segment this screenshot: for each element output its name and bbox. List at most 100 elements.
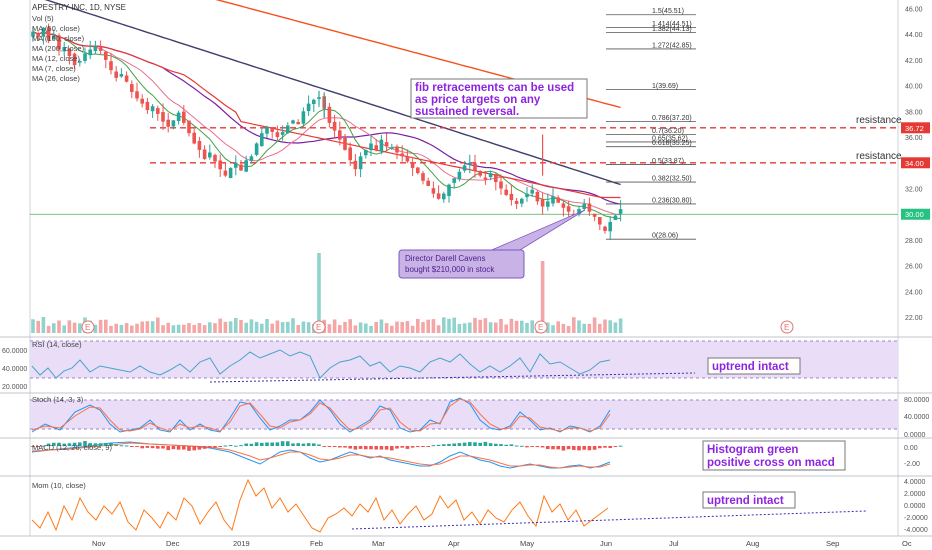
candle-body[interactable] [124,75,129,82]
candle-body[interactable] [260,133,264,147]
candle-body[interactable] [473,163,477,171]
candle-body[interactable] [213,154,217,162]
candle-body[interactable] [608,221,612,232]
candle-body[interactable] [41,27,46,37]
candle-body[interactable] [286,125,290,134]
candle-body[interactable] [577,209,581,215]
candle-body[interactable] [140,98,144,104]
candle-body[interactable] [478,170,482,176]
candle-body[interactable] [78,61,82,63]
candle-body[interactable] [249,156,254,161]
candle-body[interactable] [525,193,529,198]
candle-body[interactable] [566,206,571,212]
candle-body[interactable] [31,31,35,37]
candle-body[interactable] [93,45,98,51]
candle-body[interactable] [114,71,118,78]
candle-body[interactable] [52,35,56,40]
candle-body[interactable] [327,106,332,123]
candle-body[interactable] [156,108,160,114]
candle-body[interactable] [161,112,165,122]
candle-body[interactable] [603,226,607,231]
candle-body[interactable] [254,143,259,155]
candle-body[interactable] [374,145,378,150]
candle-body[interactable] [587,203,592,212]
candle-body[interactable] [452,178,456,183]
candle-body[interactable] [400,153,404,157]
candle-body[interactable] [197,140,202,150]
candle-body[interactable] [104,51,108,60]
candle-body[interactable] [551,196,555,204]
candle-body[interactable] [275,132,280,138]
candle-body[interactable] [348,147,352,161]
candle-body[interactable] [384,142,389,147]
candle-body[interactable] [306,103,311,112]
candle-body[interactable] [535,191,540,202]
candle-body[interactable] [358,156,363,170]
candle-body[interactable] [312,99,316,105]
candle-body[interactable] [369,143,373,151]
candle-body[interactable] [390,147,394,149]
earnings-markers[interactable]: E E E E [81,320,794,334]
candle-body[interactable] [83,53,87,61]
candle-body[interactable] [208,152,212,158]
candle-body[interactable] [618,209,623,214]
candle-body[interactable] [72,53,77,66]
candle-body[interactable] [556,197,560,203]
candle-body[interactable] [46,27,51,41]
candle-body[interactable] [353,160,358,170]
candle-body[interactable] [265,126,269,134]
candle-body[interactable] [338,130,342,140]
candle-body[interactable] [145,101,150,111]
candle-body[interactable] [509,193,514,201]
candle-body[interactable] [410,162,415,168]
candle-body[interactable] [582,203,586,209]
candle-body[interactable] [62,47,66,52]
candle-body[interactable] [176,112,181,122]
candle-body[interactable] [280,131,285,135]
candle-body[interactable] [613,215,618,221]
candle-body[interactable] [171,120,176,127]
candle-body[interactable] [218,160,222,170]
candle-body[interactable] [239,164,243,171]
candle-body[interactable] [468,162,472,165]
candle-body[interactable] [504,189,508,195]
candle-body[interactable] [540,199,545,207]
candle-body[interactable] [592,213,597,217]
candle-body[interactable] [416,167,420,174]
candle-body[interactable] [364,149,368,156]
candle-body[interactable] [98,47,103,51]
candle-body[interactable] [494,173,498,183]
candle-body[interactable] [431,188,436,194]
candle-body[interactable] [150,106,155,112]
candle-body[interactable] [223,170,228,176]
candle-body[interactable] [182,111,186,123]
candle-body[interactable] [57,35,61,50]
candle-body[interactable] [447,184,451,197]
candle-body[interactable] [421,173,425,181]
candle-body[interactable] [301,111,306,124]
candle-body[interactable] [187,120,191,134]
candle-body[interactable] [234,162,238,168]
candle-body[interactable] [332,121,337,131]
candle-body[interactable] [192,132,196,144]
candle-body[interactable] [426,180,430,186]
candle-body[interactable] [130,84,134,93]
candle-body[interactable] [395,146,399,153]
candle-body[interactable] [520,198,524,204]
candle-body[interactable] [379,139,384,152]
candle-body[interactable] [291,120,295,124]
candle-body[interactable] [457,171,462,180]
candle-body[interactable] [530,189,534,194]
candle-body[interactable] [514,200,519,204]
candle-body[interactable] [36,33,40,37]
candle-body[interactable] [483,177,488,180]
candle-body[interactable] [228,167,233,179]
candle-body[interactable] [296,121,300,125]
candle-body[interactable] [166,119,170,127]
candle-body[interactable] [546,201,550,207]
candle-body[interactable] [462,165,467,171]
candlesticks[interactable] [31,23,623,240]
candle-body[interactable] [67,48,72,57]
candle-body[interactable] [561,203,566,208]
